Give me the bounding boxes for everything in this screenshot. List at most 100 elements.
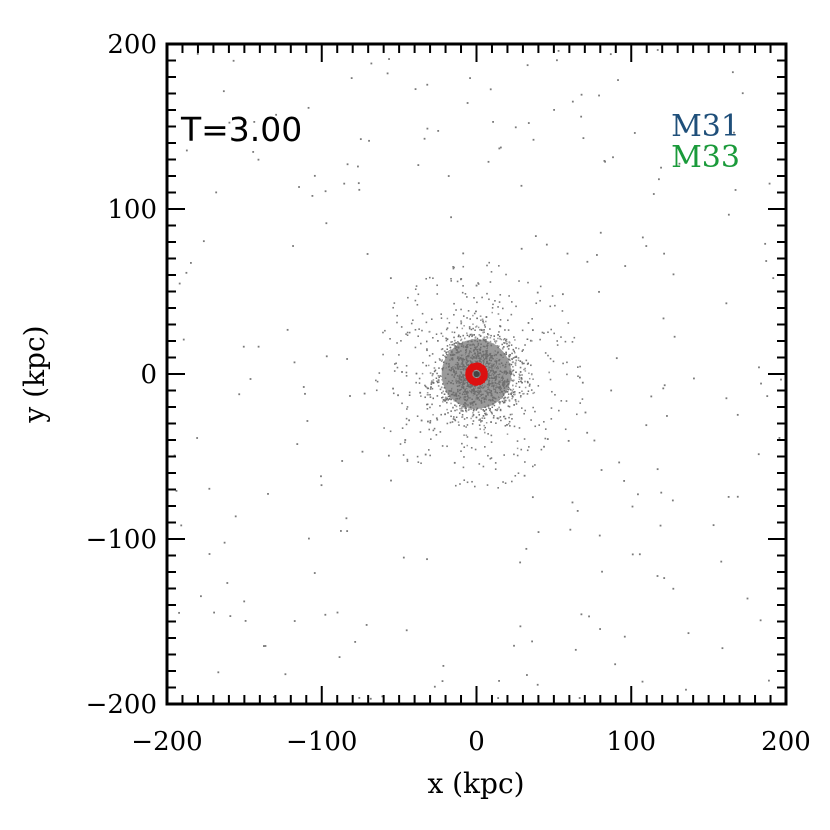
- m31-particle: [499, 353, 502, 356]
- halo-particle: [513, 336, 515, 338]
- m31-particle: [491, 366, 494, 368]
- m31-particle: [507, 393, 510, 395]
- halo-particle: [242, 345, 245, 348]
- m31-particle: [479, 394, 481, 396]
- halo-particle: [229, 615, 232, 617]
- m31-particle: [482, 354, 485, 357]
- halo-particle: [208, 553, 211, 555]
- m31-particle: [483, 383, 485, 386]
- m31-particle: [441, 392, 443, 394]
- m31-particle: [506, 364, 509, 367]
- m31-particle: [497, 356, 499, 359]
- halo-particle: [660, 166, 662, 169]
- m31-particle: [454, 390, 456, 393]
- m31-particle: [460, 380, 462, 383]
- m31-particle: [472, 327, 474, 330]
- m31-particle: [509, 370, 511, 372]
- halo-particle: [518, 427, 521, 429]
- halo-particle: [340, 530, 342, 532]
- m31-particle: [442, 354, 444, 356]
- halo-particle: [382, 331, 384, 334]
- m31-particle: [494, 340, 496, 342]
- halo-particle: [733, 131, 735, 134]
- halo-particle: [531, 496, 534, 499]
- halo-particle: [427, 420, 429, 423]
- halo-particle: [523, 412, 525, 415]
- halo-particle: [215, 191, 218, 194]
- m31-particle: [472, 341, 475, 344]
- m31-particle: [471, 334, 474, 336]
- halo-particle: [324, 613, 327, 616]
- halo-particle: [593, 439, 596, 442]
- halo-particle: [492, 120, 494, 123]
- m31-particle: [476, 388, 479, 390]
- m31-particle: [463, 353, 466, 356]
- m31-particle: [488, 357, 490, 359]
- m31-particle: [488, 374, 491, 377]
- halo-particle: [509, 425, 511, 427]
- halo-particle: [336, 611, 339, 614]
- m31-particle: [501, 389, 504, 391]
- m31-particle: [474, 352, 476, 354]
- m31-particle: [451, 378, 454, 381]
- m31-particle: [498, 364, 500, 367]
- halo-particle: [553, 332, 556, 335]
- halo-particle: [526, 64, 529, 67]
- m31-particle: [503, 346, 505, 348]
- m31-particle: [460, 371, 463, 373]
- m31-particle: [510, 379, 513, 382]
- halo-particle: [560, 336, 562, 338]
- m31-particle: [437, 378, 440, 381]
- m31-particle: [458, 380, 460, 382]
- m31-particle: [487, 397, 489, 399]
- m31-particle: [457, 377, 460, 379]
- m31-particle: [499, 373, 502, 376]
- m31-particle: [496, 383, 498, 385]
- halo-particle: [396, 321, 398, 324]
- halo-particle: [430, 438, 432, 440]
- halo-particle: [530, 364, 532, 367]
- m31-particle: [475, 416, 478, 419]
- m31-particle: [485, 346, 488, 349]
- m31-particle: [513, 379, 515, 382]
- m31-particle: [472, 343, 474, 346]
- m31-particle: [426, 348, 428, 350]
- m31-particle: [472, 404, 474, 406]
- m31-particle: [482, 409, 484, 411]
- halo-particle: [419, 391, 422, 394]
- m31-particle: [462, 364, 465, 366]
- m31-particle: [475, 344, 477, 347]
- m31-particle: [493, 359, 496, 362]
- m31-particle: [486, 365, 489, 368]
- m31-particle: [476, 397, 478, 400]
- halo-particle: [441, 445, 444, 447]
- m31-particle: [472, 357, 475, 359]
- halo-particle: [462, 285, 464, 287]
- halo-particle: [308, 537, 310, 540]
- halo-particle: [416, 455, 419, 458]
- m31-particle: [503, 401, 506, 404]
- halo-particle: [600, 469, 603, 471]
- m31-particle: [460, 382, 463, 385]
- m31-particle: [466, 398, 469, 401]
- m31-particle: [485, 339, 487, 341]
- halo-particle: [614, 663, 617, 666]
- m31-particle: [497, 334, 499, 336]
- halo-particle: [406, 331, 409, 334]
- halo-particle: [656, 575, 659, 577]
- m31-particle: [445, 390, 447, 393]
- m31-particle: [470, 394, 473, 397]
- m31-particle: [511, 370, 514, 373]
- m31-particle: [497, 367, 500, 370]
- halo-particle: [554, 304, 556, 307]
- m31-particle: [488, 358, 491, 360]
- m31-particle: [477, 397, 480, 399]
- m31-particle: [506, 433, 509, 435]
- halo-particle: [562, 362, 564, 365]
- m31-particle: [492, 369, 494, 372]
- m31-particle: [488, 407, 490, 410]
- halo-particle: [433, 427, 436, 430]
- halo-particle: [618, 461, 621, 464]
- m31-particle: [461, 399, 463, 402]
- m31-particle: [477, 344, 479, 346]
